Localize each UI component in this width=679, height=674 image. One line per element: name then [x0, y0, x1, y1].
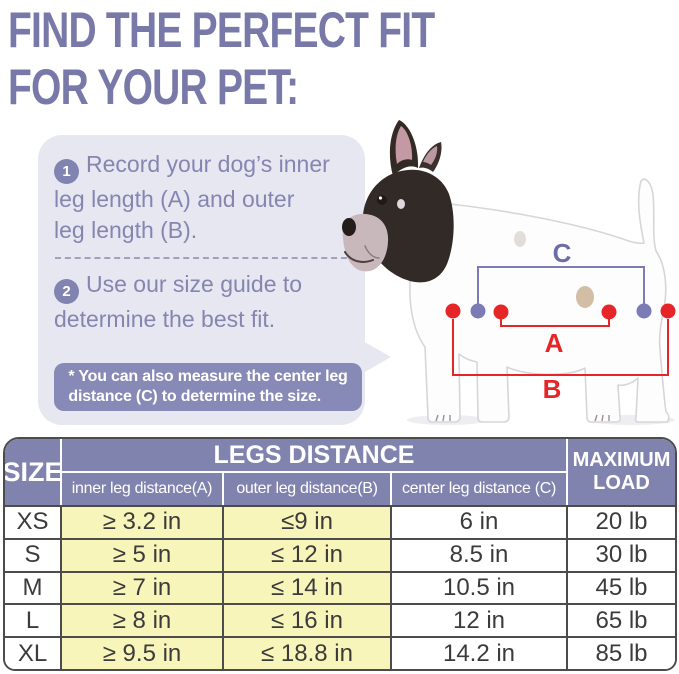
label-center-distance: C — [553, 238, 572, 268]
step-1-text: Record your dog’s inner leg length (A) a… — [54, 151, 330, 243]
dog-eye-highlight — [378, 196, 383, 200]
row-l-size: L — [5, 603, 62, 637]
row-m-inner: ≥ 7 in — [62, 570, 224, 604]
col-group-header-legs-distance: LEGS DISTANCE — [62, 439, 568, 473]
row-m-outer: ≤ 14 in — [224, 570, 392, 604]
center-front-dot — [470, 303, 486, 319]
dog-back-ear-inner — [423, 146, 438, 165]
row-xs-center: 6 in — [392, 505, 568, 538]
col-header-maximum-load: MAXIMUM LOAD — [568, 439, 675, 505]
inner-distance-bracket — [500, 319, 610, 327]
inner-front-dot — [493, 304, 509, 320]
dog-front-ear-inner — [395, 126, 413, 164]
measurement-note: * You can also measure the center leg di… — [54, 363, 362, 411]
col-header-inner-leg: inner leg distance(A) — [62, 473, 224, 505]
outer-rear-dot — [660, 303, 676, 319]
dog-nose — [342, 218, 356, 236]
row-xl-outer: ≤ 18.8 in — [224, 636, 392, 669]
center-rear-dot — [636, 303, 652, 319]
forehead-spot — [397, 199, 405, 209]
front-paw-claws — [435, 414, 451, 422]
row-s-outer: ≤ 12 in — [224, 537, 392, 571]
rear-paw-claws — [594, 414, 610, 422]
dog-illustration: C A B — [342, 120, 676, 425]
col-header-outer-leg: outer leg distance(B) — [224, 473, 392, 505]
step-1-number-icon: 1 — [54, 159, 79, 184]
dog-mouth-line — [344, 251, 374, 263]
instruction-step-2: 2 Use our size guide to determine the bes… — [54, 269, 353, 335]
row-s-max-load: 30 lb — [568, 537, 675, 571]
instruction-step-1: 1 Record your dog’s inner leg length (A) … — [54, 149, 353, 246]
row-s-inner: ≥ 5 in — [62, 537, 224, 571]
speech-bubble-pointer-icon — [363, 341, 391, 373]
inner-rear-dot — [601, 304, 617, 320]
row-l-max-load: 65 lb — [568, 603, 675, 637]
row-xl-center: 14.2 in — [392, 636, 568, 669]
label-inner-distance: A — [545, 328, 564, 358]
step-2-number-icon: 2 — [54, 279, 79, 304]
row-xl-inner: ≥ 9.5 in — [62, 636, 224, 669]
label-outer-distance: B — [543, 374, 562, 404]
dog-body-shape — [409, 178, 670, 423]
row-xl-max-load: 85 lb — [568, 636, 675, 669]
row-s-center: 8.5 in — [392, 537, 568, 571]
dashed-divider — [55, 257, 347, 259]
col-header-size: SIZE — [5, 439, 63, 505]
row-xs-inner: ≥ 3.2 in — [62, 505, 224, 538]
row-xs-max-load: 20 lb — [568, 505, 675, 538]
page-title-line1: FIND THE PERFECT FIT — [8, 2, 435, 58]
dog-measurement-diagram: C A B — [335, 112, 679, 437]
page-title: FIND THE PERFECT FIT FOR YOUR PET: — [8, 2, 555, 116]
size-table: SIZE LEGS DISTANCE MAXIMUM LOAD inner le… — [3, 437, 677, 671]
row-xs-outer: ≤9 in — [224, 505, 392, 538]
step-2-text: Use our size guide to determine the best… — [54, 271, 303, 332]
row-l-outer: ≤ 16 in — [224, 603, 392, 637]
row-m-size: M — [5, 570, 62, 604]
col-header-center-leg: center leg distance (C) — [392, 473, 568, 505]
instruction-bubble: 1 Record your dog’s inner leg length (A) … — [38, 135, 391, 425]
dog-jowl-line — [364, 245, 380, 259]
outer-front-dot — [445, 303, 461, 319]
row-xl-size: XL — [5, 636, 62, 669]
dog-eye — [377, 195, 387, 205]
tan-spot — [576, 286, 594, 308]
center-distance-bracket — [477, 266, 645, 304]
row-l-center: 12 in — [392, 603, 568, 637]
row-xs-size: XS — [5, 505, 62, 538]
page-title-line2: FOR YOUR PET: — [8, 59, 299, 115]
row-m-max-load: 45 lb — [568, 570, 675, 604]
row-l-inner: ≥ 8 in — [62, 603, 224, 637]
outer-distance-bracket — [452, 319, 669, 376]
row-m-center: 10.5 in — [392, 570, 568, 604]
row-s-size: S — [5, 537, 62, 571]
gray-spot — [514, 231, 526, 247]
